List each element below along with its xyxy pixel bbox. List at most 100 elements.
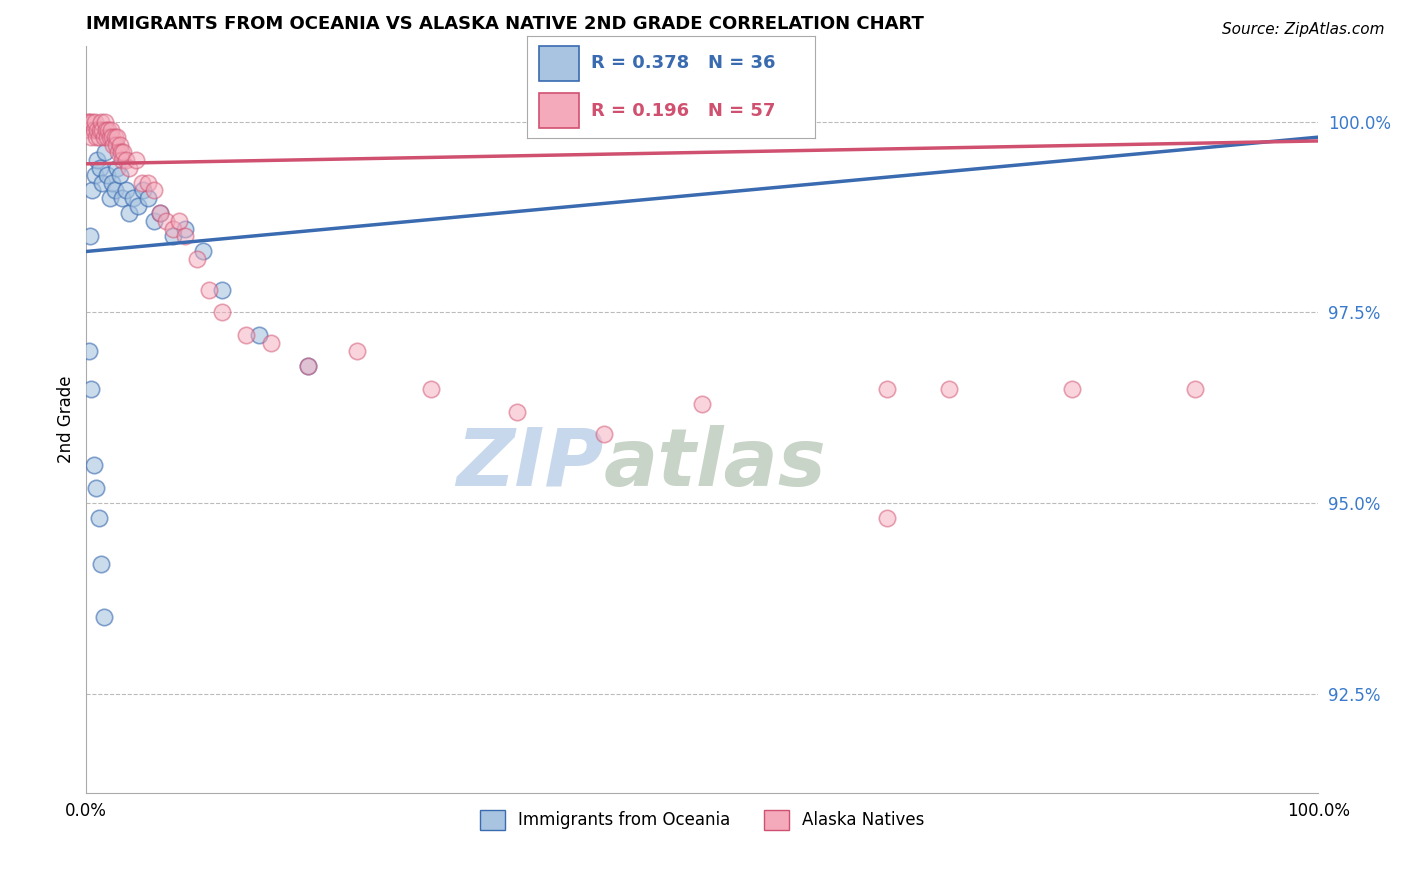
Y-axis label: 2nd Grade: 2nd Grade — [58, 376, 75, 463]
Point — [131, 176, 153, 190]
Point — [506, 404, 529, 418]
Point — [100, 122, 122, 136]
Point — [110, 145, 132, 160]
Text: R = 0.378   N = 36: R = 0.378 N = 36 — [591, 54, 775, 72]
Point — [104, 130, 127, 145]
Point — [91, 122, 114, 136]
Point — [149, 206, 172, 220]
Point — [1060, 382, 1083, 396]
Point — [83, 122, 105, 136]
Point — [127, 199, 149, 213]
Point — [93, 130, 115, 145]
Point — [211, 305, 233, 319]
Point — [96, 168, 118, 182]
Point — [77, 115, 100, 129]
Point — [173, 229, 195, 244]
Point — [420, 382, 443, 396]
Point — [260, 335, 283, 350]
Point — [235, 328, 257, 343]
Point — [96, 130, 118, 145]
Text: ZIP: ZIP — [457, 425, 603, 503]
Point — [80, 382, 103, 396]
Point — [76, 115, 98, 129]
Point — [79, 229, 101, 244]
Point — [82, 115, 104, 129]
Point — [122, 191, 145, 205]
Point — [91, 176, 114, 190]
Point — [105, 161, 128, 175]
Point — [143, 184, 166, 198]
Point — [90, 115, 112, 129]
Point — [118, 161, 141, 175]
FancyBboxPatch shape — [538, 46, 579, 81]
Point — [592, 427, 614, 442]
Point — [87, 511, 110, 525]
Point — [297, 359, 319, 373]
Point — [94, 145, 117, 160]
Point — [876, 511, 898, 525]
Point — [89, 161, 111, 175]
Point — [690, 100, 713, 114]
Point — [86, 122, 108, 136]
Point — [89, 122, 111, 136]
Point — [114, 153, 136, 167]
Point — [84, 168, 107, 182]
Point — [118, 206, 141, 220]
Point — [82, 184, 104, 198]
Point — [211, 283, 233, 297]
Point — [876, 382, 898, 396]
Point — [90, 557, 112, 571]
Text: R = 0.196   N = 57: R = 0.196 N = 57 — [591, 102, 775, 120]
Point — [143, 214, 166, 228]
Point — [155, 214, 177, 228]
Point — [1184, 382, 1206, 396]
Point — [162, 229, 184, 244]
Point — [93, 610, 115, 624]
Point — [94, 115, 117, 129]
Point — [297, 359, 319, 373]
Point — [84, 115, 107, 129]
Point — [101, 176, 124, 190]
Point — [86, 153, 108, 167]
Point — [105, 130, 128, 145]
Point — [111, 153, 134, 167]
Point — [346, 343, 368, 358]
Point — [111, 191, 134, 205]
Point — [103, 137, 125, 152]
Point — [162, 221, 184, 235]
Point — [101, 130, 124, 145]
Point — [173, 221, 195, 235]
Point — [97, 122, 120, 136]
Point — [83, 458, 105, 472]
Point — [124, 153, 146, 167]
Point — [80, 130, 103, 145]
Point — [77, 343, 100, 358]
Point — [136, 176, 159, 190]
Point — [193, 244, 215, 259]
Point — [136, 191, 159, 205]
Point — [112, 145, 135, 160]
Text: Source: ZipAtlas.com: Source: ZipAtlas.com — [1222, 22, 1385, 37]
Point — [690, 397, 713, 411]
Point — [186, 252, 208, 266]
Point — [247, 328, 270, 343]
Point — [107, 145, 129, 160]
Point — [104, 137, 127, 152]
Point — [108, 168, 131, 182]
Point — [79, 122, 101, 136]
Point — [114, 184, 136, 198]
Point — [94, 122, 117, 136]
Point — [149, 206, 172, 220]
Point — [84, 130, 107, 145]
Point — [198, 283, 221, 297]
Point — [87, 130, 110, 145]
Point — [84, 481, 107, 495]
Point — [108, 137, 131, 152]
Legend: Immigrants from Oceania, Alaska Natives: Immigrants from Oceania, Alaska Natives — [474, 803, 931, 837]
Point — [167, 214, 190, 228]
Text: IMMIGRANTS FROM OCEANIA VS ALASKA NATIVE 2ND GRADE CORRELATION CHART: IMMIGRANTS FROM OCEANIA VS ALASKA NATIVE… — [86, 15, 924, 33]
Point — [98, 130, 121, 145]
Text: atlas: atlas — [603, 425, 827, 503]
Point — [132, 184, 155, 198]
FancyBboxPatch shape — [538, 93, 579, 128]
